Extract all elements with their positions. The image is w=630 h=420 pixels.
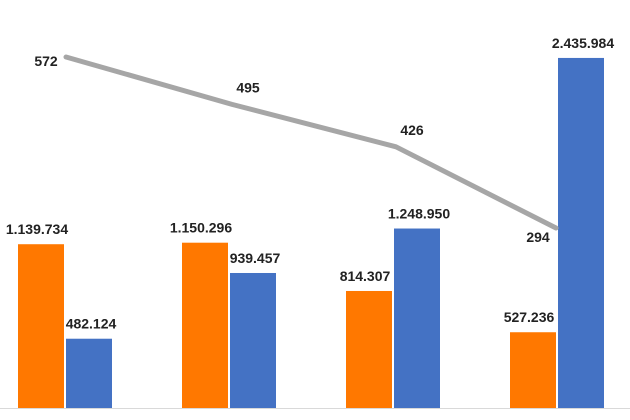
line-label-2: 495 — [236, 79, 260, 95]
line-label-1: 572 — [34, 53, 58, 69]
data-label-series1-cat1: 1.139.734 — [6, 221, 68, 237]
bar-series1-cat2 — [182, 242, 228, 408]
bar-series2-cat3 — [394, 228, 440, 408]
line-series-path — [63, 54, 559, 231]
line-label-3: 426 — [400, 122, 424, 138]
data-label-series1-cat3: 814.307 — [340, 268, 391, 284]
data-label-series2-cat3: 1.248.950 — [388, 206, 450, 222]
data-label-series2-cat2: 939.457 — [230, 250, 281, 266]
line-label-4: 294 — [526, 229, 550, 245]
data-label-series1-cat2: 1.150.296 — [170, 220, 232, 236]
bar-series1-cat4 — [510, 332, 556, 408]
bar-series1-cat3 — [346, 290, 392, 408]
data-label-series1-cat4: 527.236 — [504, 309, 555, 325]
bar-series2-cat4 — [558, 57, 604, 409]
bar-series1-cat1 — [18, 244, 64, 408]
data-label-series2-cat1: 482.124 — [66, 316, 117, 332]
bar-series2-cat2 — [230, 272, 276, 408]
bar-series2-cat1 — [66, 338, 112, 408]
data-label-series2-cat4: 2.435.984 — [552, 35, 614, 51]
